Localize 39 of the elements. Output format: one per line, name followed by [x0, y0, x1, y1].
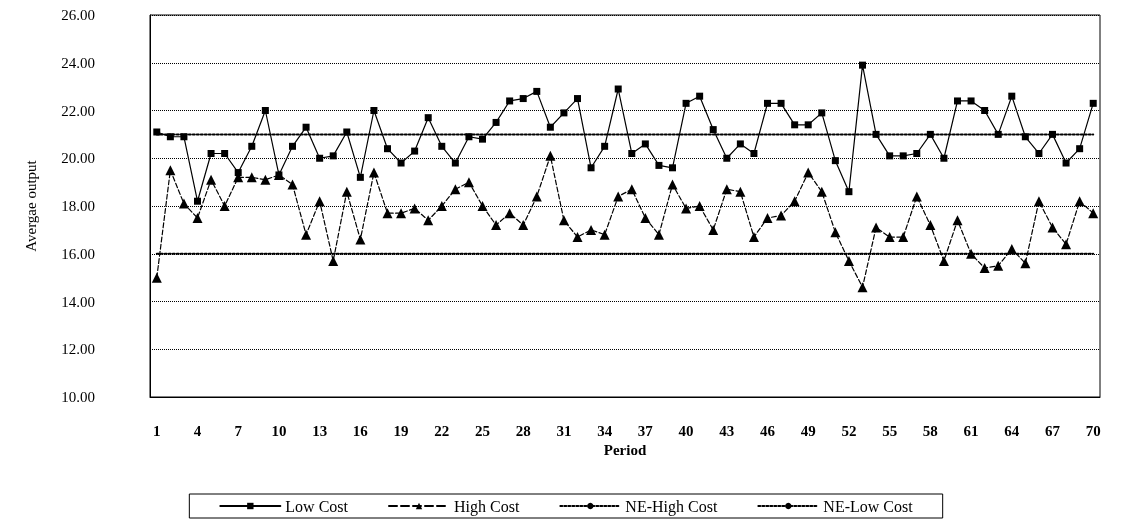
x-tick-label: 58: [922, 422, 938, 439]
x-tick-label: 31: [556, 422, 572, 439]
x-tick-label: 22: [434, 422, 450, 439]
y-tick-label: 24.00: [61, 54, 95, 71]
y-tick-label: 12.00: [61, 341, 95, 358]
x-tick-label: 4: [193, 422, 202, 439]
x-tick-label: 67: [1045, 422, 1061, 439]
legend-label: NE-Low Cost: [823, 497, 914, 515]
x-tick-label: 40: [678, 422, 694, 439]
x-tick-label: 7: [234, 422, 243, 439]
x-tick-label: 16: [352, 422, 369, 439]
x-tick-label: 49: [800, 422, 816, 439]
y-tick-label: 14.00: [61, 293, 95, 310]
x-tick-label: 37: [637, 422, 654, 439]
y-tick-label: 22.00: [61, 102, 95, 119]
x-tick-label: 52: [841, 422, 857, 439]
y-tick-label: 20.00: [61, 150, 95, 167]
legend-label: NE-High Cost: [625, 497, 718, 516]
x-tick-label: 61: [963, 422, 979, 439]
y-axis-title: Avergae output: [22, 159, 39, 252]
legend-label: High Cost: [454, 497, 520, 516]
x-tick-label: 46: [760, 422, 776, 439]
x-tick-label: 55: [882, 422, 898, 439]
y-tick-label: 18.00: [61, 198, 95, 214]
x-tick-label: 64: [1004, 422, 1020, 439]
x-axis-title: Period: [603, 442, 647, 459]
x-tick-label: 43: [719, 422, 735, 439]
legend-label: Low Cost: [285, 497, 349, 515]
x-tick-label: 19: [393, 422, 409, 439]
x-tick-label: 28: [515, 422, 531, 439]
x-tick-label: 10: [271, 422, 287, 439]
y-tick-label: 26.00: [61, 7, 95, 23]
x-tick-label: 13: [312, 422, 328, 439]
x-tick-label: 1: [153, 422, 161, 439]
x-tick-label: 70: [1085, 422, 1101, 439]
y-tick-label: 16.00: [61, 245, 95, 262]
y-tick-label: 10.00: [61, 389, 95, 405]
x-tick-label: 25: [475, 422, 490, 439]
x-tick-label: 34: [597, 422, 613, 439]
